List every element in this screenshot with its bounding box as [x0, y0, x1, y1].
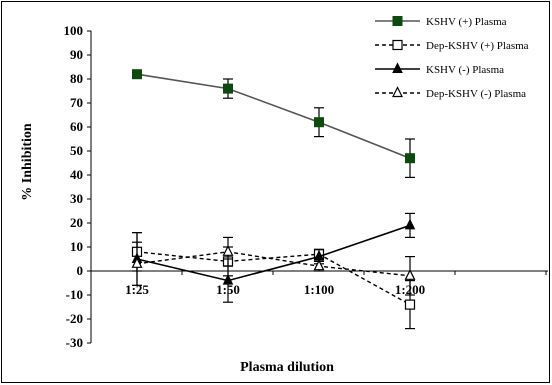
legend-swatch-marker [392, 86, 403, 98]
y-tick-labels: -30 -20 -10 0 10 20 30 40 50 60 70 80 90 100 [64, 23, 84, 350]
y-tick-label: 90 [70, 47, 83, 62]
legend-swatch-marker [392, 39, 403, 51]
legend: KSHV (+) Plasma Dep-KSHV (+) Plasma KSHV (… [375, 16, 529, 100]
data-point [222, 273, 234, 285]
legend-label: KSHV (+) Plasma [426, 16, 507, 28]
y-tick-label: -20 [66, 311, 83, 326]
data-point [314, 117, 324, 128]
y-tick-label: 20 [70, 215, 83, 230]
legend-entry-3: KSHV (-) Plasma [375, 62, 504, 76]
legend-label: KSHV (-) Plasma [426, 64, 504, 76]
legend-entry-4: Dep-KSHV (-) Plasma [375, 86, 526, 100]
legend-swatch-marker [392, 16, 403, 26]
data-point [131, 256, 143, 268]
data-point [404, 268, 416, 280]
series-group [131, 69, 416, 330]
series-4 [131, 236, 416, 296]
series-line [136, 224, 411, 282]
data-point [405, 153, 415, 164]
y-tick-label: 60 [70, 119, 83, 134]
y-axis-label: % Inhibition [20, 123, 35, 201]
data-point [132, 69, 142, 80]
series-line [136, 251, 411, 306]
series-3 [131, 212, 416, 303]
series-line [136, 73, 411, 159]
x-tick-label: 1:25 [125, 282, 149, 297]
data-point [404, 218, 416, 230]
series-2 [131, 232, 416, 330]
series-1 [132, 69, 415, 178]
data-point [222, 244, 234, 256]
series-line [136, 251, 411, 277]
y-tick-label: 70 [70, 95, 83, 110]
y-tick-label: 0 [77, 263, 84, 278]
legend-swatch-marker [392, 62, 403, 73]
data-point [313, 259, 325, 271]
y-tick-label: -30 [66, 335, 83, 350]
legend-label: Dep-KSHV (-) Plasma [426, 88, 526, 100]
data-point [223, 83, 233, 94]
x-tick-labels: 1:25 1:50 1:100 1:200 [125, 282, 425, 297]
legend-entry-1: KSHV (+) Plasma [375, 16, 507, 28]
y-tick-label: 40 [70, 167, 83, 182]
data-point [404, 299, 416, 310]
y-tick-label: 50 [70, 143, 83, 158]
y-tick-label: 100 [64, 23, 84, 38]
x-tick-label: 1:100 [304, 282, 334, 297]
y-tick-label: 30 [70, 191, 83, 206]
legend-entry-2: Dep-KSHV (+) Plasma [375, 39, 529, 52]
y-tick-label: 80 [70, 71, 83, 86]
y-tick-label: -10 [66, 287, 83, 302]
legend-label: Dep-KSHV (+) Plasma [426, 40, 529, 52]
y-tick-label: 10 [70, 239, 83, 254]
x-axis-label: Plasma dilution [240, 360, 334, 375]
